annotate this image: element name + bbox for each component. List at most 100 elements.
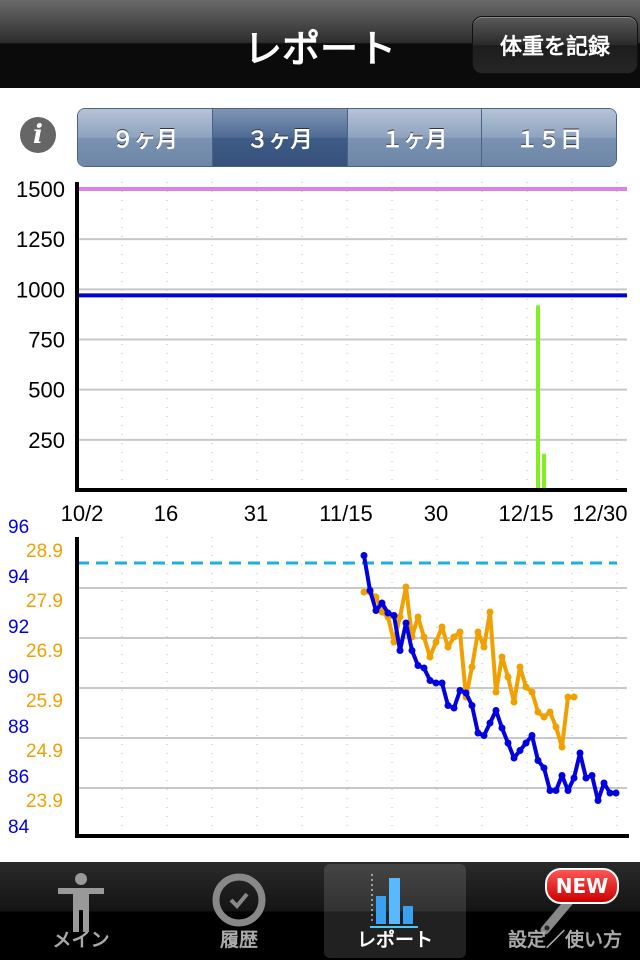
weight-data-point bbox=[606, 789, 614, 797]
weight-tick-label: 94 bbox=[8, 567, 30, 588]
tab-report-label: レポート bbox=[356, 929, 433, 951]
weight-data-point bbox=[570, 774, 578, 782]
weight-tick-label: 96 bbox=[8, 517, 29, 538]
weight-data-point bbox=[480, 732, 488, 739]
bmi-tick-label: 25.9 bbox=[26, 691, 63, 712]
person-icon bbox=[58, 873, 104, 932]
bar bbox=[542, 453, 546, 490]
weight-data-point bbox=[612, 789, 620, 797]
bmi-data-point bbox=[516, 663, 524, 671]
bmi-data-point bbox=[426, 653, 434, 661]
weight-series-line bbox=[362, 555, 616, 803]
weight-data-point bbox=[504, 739, 512, 747]
weight-data-point bbox=[396, 647, 404, 654]
tab-history[interactable]: 履歴 bbox=[168, 864, 310, 958]
bmi-tick-label: 23.9 bbox=[26, 791, 63, 812]
weight-data-point bbox=[528, 732, 536, 739]
bmi-data-point bbox=[486, 608, 494, 616]
bmi-data-point bbox=[444, 643, 452, 651]
x-tick-label: 11/15 bbox=[319, 501, 372, 526]
tab-history-label: 履歴 bbox=[219, 929, 258, 951]
bmi-tick-label: 24.9 bbox=[26, 741, 63, 762]
range-9-months[interactable]: ９ヶ月 bbox=[78, 109, 213, 166]
range-15-days[interactable]: １５日 bbox=[482, 109, 616, 166]
y-tick-label: 250 bbox=[28, 428, 65, 453]
bar bbox=[536, 305, 540, 490]
clock-icon bbox=[212, 873, 266, 927]
bmi-data-point bbox=[378, 608, 386, 616]
bmi-data-point bbox=[540, 713, 548, 721]
weight-data-point bbox=[588, 772, 596, 779]
weight-data-point bbox=[534, 757, 542, 764]
range-3-months[interactable]: ３ヶ月 bbox=[212, 109, 348, 166]
bmi-data-point bbox=[552, 723, 560, 731]
weight-data-point bbox=[402, 619, 410, 627]
info-icon[interactable]: i bbox=[20, 117, 56, 153]
bmi-data-point bbox=[570, 693, 578, 701]
weight-data-point bbox=[426, 677, 434, 684]
weight-tick-label: 92 bbox=[8, 617, 29, 638]
weight-tick-label: 88 bbox=[8, 717, 29, 738]
x-tick-label: 10/2 bbox=[61, 501, 104, 526]
weight-data-point bbox=[420, 664, 428, 672]
range-selector: ９ヶ月 ３ヶ月 １ヶ月 １５日 bbox=[77, 108, 617, 167]
weight-data-point bbox=[546, 787, 554, 794]
weight-data-point bbox=[432, 679, 440, 687]
weight-data-point bbox=[462, 689, 470, 697]
weight-data-point bbox=[600, 779, 608, 787]
weight-data-point bbox=[486, 719, 494, 727]
bmi-data-point bbox=[492, 688, 500, 696]
bmi-data-point bbox=[414, 613, 422, 621]
tab-bar: メイン 履歴 レポート 設定／使い方 bbox=[0, 862, 640, 960]
bmi-tick-label: 26.9 bbox=[26, 641, 63, 662]
weight-tick-label: 86 bbox=[8, 767, 29, 788]
weight-data-point bbox=[474, 729, 482, 737]
y-tick-label: 750 bbox=[28, 328, 65, 353]
bmi-tick-label: 27.9 bbox=[26, 591, 63, 612]
range-1-month[interactable]: １ヶ月 bbox=[347, 109, 483, 166]
weight-data-point bbox=[558, 772, 566, 779]
y-tick-label: 1500 bbox=[16, 177, 65, 202]
tab-main[interactable]: メイン bbox=[10, 864, 152, 958]
weight-data-point bbox=[450, 704, 458, 712]
weight-data-point bbox=[390, 612, 398, 619]
weight-data-point bbox=[492, 707, 500, 714]
new-badge: NEW bbox=[545, 868, 619, 904]
bmi-data-point bbox=[390, 638, 398, 646]
bmi-data-point bbox=[564, 693, 572, 701]
tab-report[interactable]: レポート bbox=[324, 864, 466, 958]
bmi-data-point bbox=[468, 663, 476, 671]
x-tick-label: 16 bbox=[154, 501, 178, 526]
x-tick-label: 12/30 bbox=[572, 501, 627, 526]
weight-data-point bbox=[408, 647, 416, 654]
y-tick-label: 1000 bbox=[16, 277, 65, 302]
bmi-data-point bbox=[396, 613, 404, 621]
bmi-data-point bbox=[504, 673, 512, 681]
weight-data-point bbox=[366, 587, 374, 594]
bmi-data-point bbox=[438, 623, 446, 631]
bmi-data-point bbox=[498, 653, 506, 661]
bar-chart-icon bbox=[370, 874, 418, 928]
x-tick-label: 12/15 bbox=[498, 501, 553, 526]
bmi-data-point bbox=[510, 698, 518, 706]
bmi-data-point bbox=[522, 683, 530, 691]
x-tick-label: 31 bbox=[244, 501, 268, 526]
record-weight-button[interactable]: 体重を記録 bbox=[472, 16, 638, 74]
weight-tick-label: 84 bbox=[8, 817, 30, 838]
weight-data-point bbox=[510, 754, 518, 762]
bmi-data-point bbox=[402, 583, 410, 591]
y-tick-label: 500 bbox=[28, 378, 65, 403]
tab-main-label: メイン bbox=[52, 929, 110, 951]
weight-data-point bbox=[540, 764, 548, 772]
weight-data-point bbox=[414, 662, 422, 669]
bmi-data-point bbox=[360, 588, 368, 596]
weight-data-point bbox=[384, 609, 392, 617]
weight-data-point bbox=[564, 787, 572, 794]
weight-data-point bbox=[360, 552, 368, 559]
weight-data-point bbox=[456, 687, 464, 694]
weight-data-point bbox=[576, 749, 584, 757]
weight-data-point bbox=[498, 724, 506, 732]
x-tick-label: 30 bbox=[424, 501, 448, 526]
y-tick-label: 1250 bbox=[16, 227, 65, 252]
